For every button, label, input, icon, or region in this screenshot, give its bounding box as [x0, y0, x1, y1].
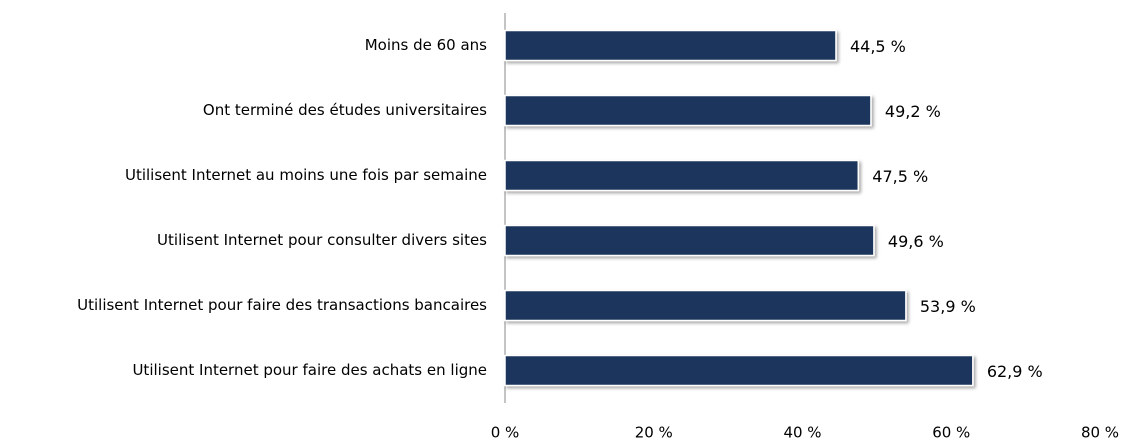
bar: [504, 159, 860, 192]
x-tick-label: 40 %: [783, 424, 821, 442]
value-label: 47,5 %: [872, 167, 928, 186]
bar: [504, 289, 907, 322]
value-label: 53,9 %: [920, 297, 976, 316]
y-tick-label: Ont terminé des études universitaires: [203, 101, 487, 119]
value-label: 44,5 %: [850, 37, 906, 56]
x-tick-label: 60 %: [932, 424, 970, 442]
y-tick-label: Utilisent Internet au moins une fois par…: [125, 166, 487, 184]
x-tick-label: 80 %: [1081, 424, 1119, 442]
bar: [504, 29, 837, 62]
bar: [504, 94, 872, 127]
y-tick-label: Utilisent Internet pour consulter divers…: [157, 231, 487, 249]
bar: [504, 224, 875, 257]
x-tick-label: 20 %: [635, 424, 673, 442]
value-label: 62,9 %: [987, 362, 1043, 381]
value-label: 49,6 %: [888, 232, 944, 251]
y-tick-label: Utilisent Internet pour faire des transa…: [77, 296, 487, 314]
value-label: 49,2 %: [885, 102, 941, 121]
bar: [504, 354, 974, 387]
x-tick-label: 0 %: [491, 424, 520, 442]
y-tick-label: Utilisent Internet pour faire des achats…: [132, 361, 487, 379]
y-tick-label: Moins de 60 ans: [365, 36, 487, 54]
